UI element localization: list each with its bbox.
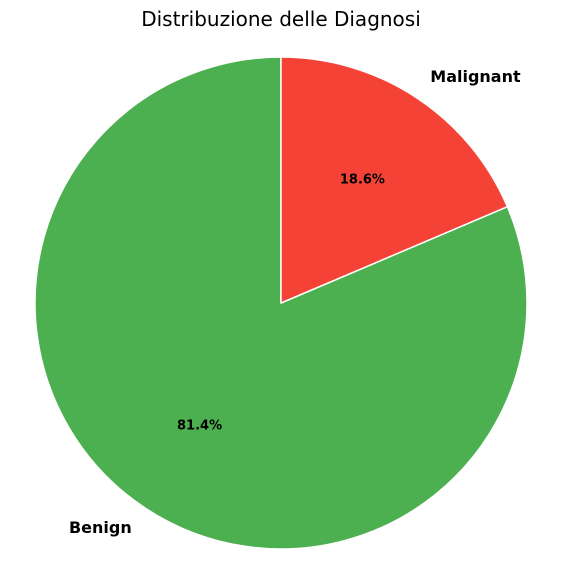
pie-labels: Benign 81.4% Malignant 18.6% [69, 67, 521, 537]
percent-label-benign: 81.4% [177, 419, 222, 434]
chart-title: Distribuzione delle Diagnosi [141, 7, 421, 31]
pie-slice-malignant [280, 56, 509, 304]
pie-slices [34, 56, 528, 550]
category-label-benign: Benign [69, 518, 132, 537]
percent-label-malignant: 18.6% [340, 172, 385, 187]
category-label-malignant: Malignant [430, 67, 521, 86]
